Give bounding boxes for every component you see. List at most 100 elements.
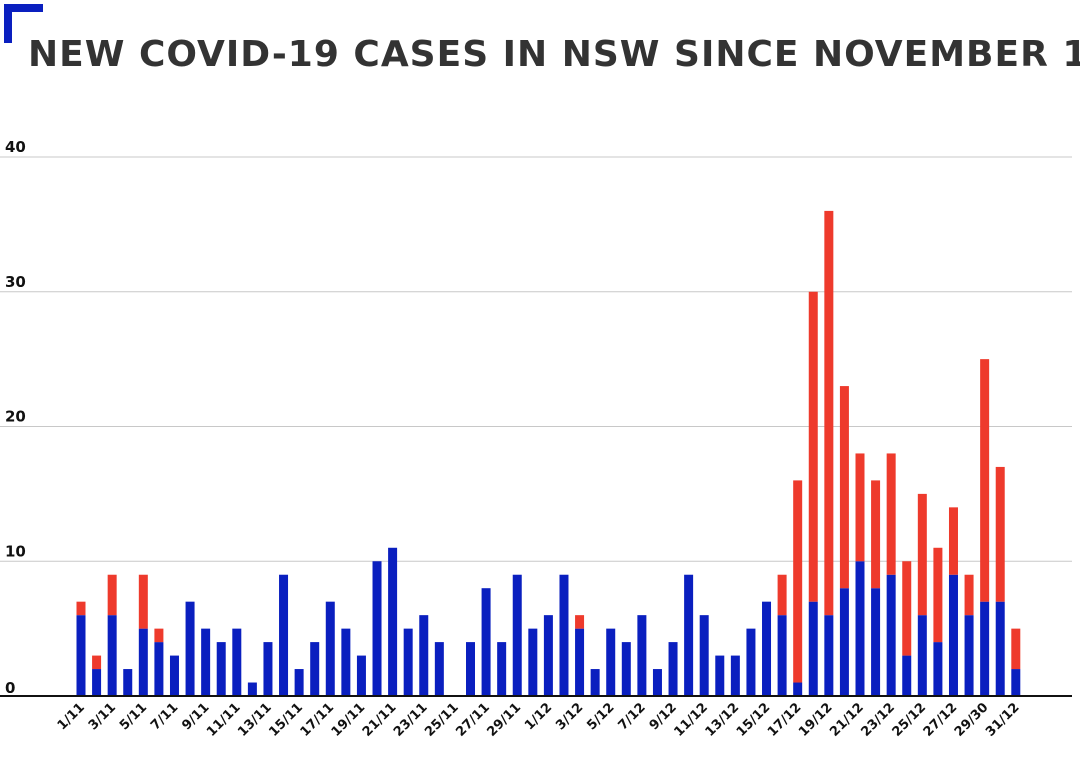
bar-segment	[839, 386, 849, 589]
gridlines	[0, 156, 1072, 562]
bar-segment	[419, 615, 429, 696]
x-tick-label: 17/12	[765, 700, 805, 740]
x-tick-label: 21/12	[827, 700, 867, 740]
y-tick-label: 40	[5, 138, 26, 156]
bar-segment	[886, 453, 896, 575]
bar-segment	[871, 588, 881, 696]
chart-title: NEW COVID-19 CASES IN NSW SINCE NOVEMBER…	[28, 34, 1080, 75]
x-tick-label: 3/12	[553, 700, 586, 733]
bar-segment	[310, 642, 320, 696]
y-tick-label: 30	[5, 273, 26, 291]
bars	[76, 210, 1021, 697]
bar-segment	[559, 574, 569, 696]
bar-segment	[154, 642, 164, 696]
bar-segment	[372, 561, 382, 696]
x-tick-label: 3/11	[86, 700, 119, 733]
bar-segment	[169, 655, 179, 696]
bar-segment	[637, 615, 647, 696]
bar-segment	[138, 628, 148, 697]
bar-segment	[824, 615, 834, 696]
x-tick-label: 21/11	[360, 700, 400, 740]
bar-segment	[279, 574, 289, 696]
x-tick-label: 29/30	[952, 700, 992, 740]
bar-segment	[886, 574, 896, 696]
x-tick-label: 7/11	[148, 700, 181, 733]
x-tick-label: 31/12	[983, 700, 1023, 740]
bar-segment	[92, 655, 102, 670]
bar-segment	[107, 615, 117, 696]
bar-segment	[777, 615, 787, 696]
bar-segment	[154, 628, 164, 643]
bar-segment	[902, 561, 912, 656]
bar-segment	[699, 615, 709, 696]
bar-segment	[980, 359, 990, 602]
corner-bracket-logo	[4, 4, 43, 43]
bar-segment	[964, 615, 974, 696]
bar-segment	[575, 615, 585, 629]
x-tick-label: 7/12	[616, 700, 649, 733]
bar-segment	[777, 574, 787, 616]
bar-segment	[995, 466, 1005, 602]
x-tick-label: 25/12	[890, 700, 930, 740]
x-tick-label: 5/12	[584, 700, 617, 733]
bar-segment	[76, 615, 86, 696]
x-tick-label: 27/11	[453, 700, 493, 740]
bar-segment	[138, 574, 148, 629]
x-tick-label: 23/12	[858, 700, 898, 740]
x-tick-label: 25/11	[422, 700, 462, 740]
bar-segment	[216, 642, 226, 696]
bar-segment	[76, 601, 86, 616]
bar-segment	[107, 574, 117, 616]
bar-segment	[995, 601, 1005, 696]
x-tick-label: 29/11	[485, 700, 525, 740]
x-tick-label: 11/12	[671, 700, 711, 740]
bar-segment	[528, 628, 538, 697]
bar-segment	[466, 642, 475, 696]
x-tick-label: 27/12	[921, 700, 961, 740]
x-axis-ticks: 1/113/115/117/119/1111/1113/1115/1117/11…	[55, 700, 1023, 740]
bar-segment	[917, 615, 927, 696]
bar-segment	[232, 628, 242, 697]
y-tick-label: 0	[5, 679, 15, 697]
x-tick-label: 19/12	[796, 700, 836, 740]
bar-segment	[185, 601, 195, 696]
bar-segment	[356, 655, 366, 696]
x-tick-label: 19/11	[329, 700, 369, 740]
bar-segment	[793, 480, 803, 683]
bar-segment	[481, 588, 491, 696]
bar-segment	[762, 601, 772, 696]
bar-segment	[1011, 669, 1021, 696]
bar-segment	[341, 628, 351, 697]
bar-segment	[902, 655, 912, 696]
bar-segment	[933, 547, 943, 643]
bar-segment	[325, 601, 335, 696]
bar-segment	[824, 210, 834, 616]
x-tick-label: 11/11	[204, 700, 244, 740]
bar-segment	[730, 655, 740, 696]
bar-segment	[684, 574, 694, 696]
x-tick-label: 1/12	[522, 700, 555, 733]
bar-segment	[948, 507, 958, 575]
y-axis-ticks: 0 10 20 30 40	[5, 138, 26, 697]
bar-segment	[871, 480, 881, 589]
bar-segment	[434, 642, 444, 696]
bar-segment	[808, 601, 818, 696]
bar-segment	[793, 682, 803, 696]
bar-segment	[855, 453, 865, 562]
x-tick-label: 17/11	[298, 700, 338, 740]
x-tick-label: 13/11	[235, 700, 275, 740]
bar-segment	[621, 642, 631, 696]
bar-segment	[855, 561, 865, 696]
x-tick-label: 5/11	[117, 700, 150, 733]
bar-segment	[590, 669, 600, 696]
bar-segment	[808, 291, 818, 602]
x-tick-label: 23/11	[391, 700, 431, 740]
bar-segment	[247, 682, 257, 696]
x-tick-label: 1/11	[55, 700, 88, 733]
bar-segment	[933, 642, 943, 696]
x-tick-label: 15/11	[266, 700, 306, 740]
bar-segment	[839, 588, 849, 696]
bar-segment	[746, 628, 756, 697]
x-tick-label: 13/12	[703, 700, 743, 740]
